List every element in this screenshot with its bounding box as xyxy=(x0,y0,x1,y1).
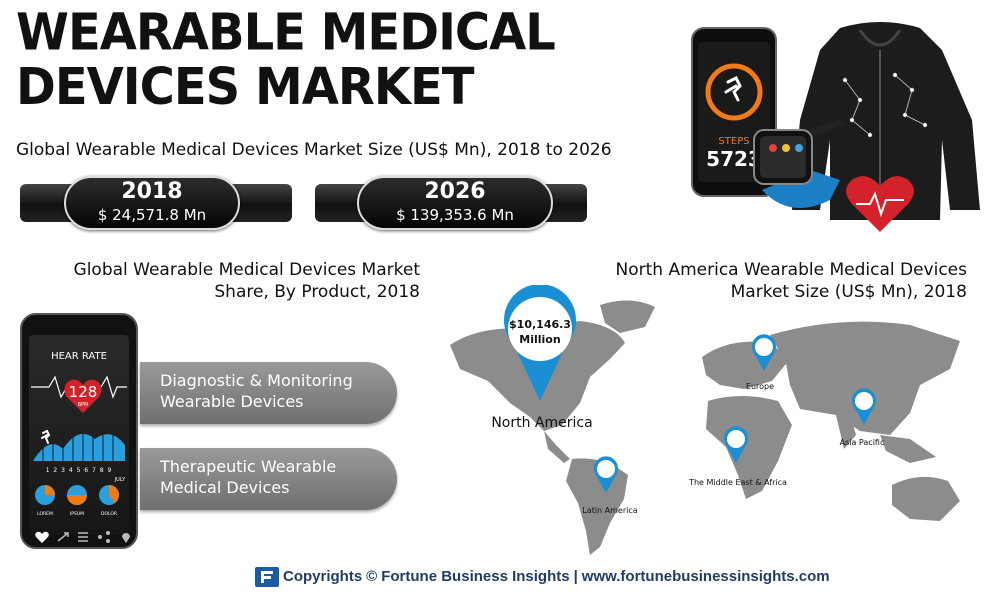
fortune-business-insights-logo-icon xyxy=(255,567,279,587)
copyright-symbol: © xyxy=(366,568,378,585)
title-line-2: DEVICES MARKET xyxy=(16,57,475,117)
heart-icon xyxy=(846,176,914,232)
phone-nav-icons xyxy=(35,531,130,543)
smartwatch-icon xyxy=(753,120,848,208)
south-america-landmass xyxy=(566,458,628,555)
central-america-landmass xyxy=(544,431,570,463)
steps-value: 5723 xyxy=(706,147,762,171)
wearables-illustration: STEPS 5723 xyxy=(691,22,980,232)
category-label-line-1: Diagnostic & Monitoring xyxy=(160,371,353,390)
world-map: $10,146.3 Million North America Europe A… xyxy=(450,285,960,555)
greenland-landmass xyxy=(600,300,655,333)
north-america-title-line-1: North America Wearable Medical Devices xyxy=(615,260,967,280)
callout-value: $10,146.3 xyxy=(509,318,571,331)
value-2018: $ 24,571.8 Mn xyxy=(97,206,207,224)
southeast-asia-landmass xyxy=(880,435,936,463)
australia-landmass xyxy=(892,476,960,521)
callout-unit: Million xyxy=(519,333,560,346)
india-landmass xyxy=(836,413,856,449)
product-share-title-line-2: Share, By Product, 2018 xyxy=(214,282,420,302)
europe-pin-icon xyxy=(752,334,776,371)
category-label-line-2: Medical Devices xyxy=(160,478,290,497)
pie-charts xyxy=(35,485,120,505)
middle-east-africa-label: The Middle East & Africa xyxy=(688,478,787,487)
product-share-title: Global Wearable Medical Devices Market S… xyxy=(20,259,420,303)
menu-nav-icon xyxy=(78,532,88,542)
copyright-label: Copyrights xyxy=(283,568,363,585)
pill-oval: 2018 $ 24,571.8 Mn xyxy=(64,176,240,230)
title-line-1: WEARABLE MEDICAL xyxy=(16,3,556,63)
heart-rate-label: HEAR RATE xyxy=(51,351,107,362)
pie-label: IPSUM xyxy=(70,511,84,517)
middle-east-africa-pin-icon xyxy=(724,426,748,463)
category-label: Therapeutic Wearable Medical Devices xyxy=(160,456,390,498)
bpm-value: 128 xyxy=(69,383,98,401)
africa-landmass xyxy=(706,396,792,499)
market-size-2026-pill: 2026 $ 139,353.6 Mn xyxy=(315,176,587,230)
asia-pacific-label: Asia Pacific xyxy=(840,438,885,447)
activity-chart-icon xyxy=(33,433,125,461)
product-share-title-line-1: Global Wearable Medical Devices Market xyxy=(73,260,420,280)
heart-nav-icon xyxy=(35,531,49,543)
website-link[interactable]: www.fortunebusinessinsights.com xyxy=(581,568,830,585)
latin-america-pin-icon xyxy=(594,456,618,493)
north-america-title-line-2: Market Size (US$ Mn), 2018 xyxy=(730,282,967,302)
copyright-footer: Copyrights © Fortune Business Insights |… xyxy=(255,566,830,588)
latin-america-label: Latin America xyxy=(582,506,637,515)
axis-ticks: 1 2 3 4 5 6 7 8 9 xyxy=(46,467,113,474)
north-america-title: North America Wearable Medical Devices M… xyxy=(560,259,967,303)
category-diagnostic-monitoring: Diagnostic & Monitoring Wearable Devices xyxy=(140,362,397,424)
pie-label: DOLOR xyxy=(101,511,117,517)
north-america-label: North America xyxy=(491,415,592,431)
page-title: WEARABLE MEDICAL DEVICES MARKET xyxy=(16,5,576,114)
runner-icon xyxy=(41,429,51,444)
north-america-pin: $10,146.3 Million xyxy=(504,285,576,401)
brand-name: Fortune Business Insights xyxy=(381,568,570,585)
smart-jacket-icon xyxy=(792,22,980,220)
share-nav-icon xyxy=(98,531,110,543)
asia-pacific-pin-icon xyxy=(852,388,876,425)
category-label-line-2: Wearable Devices xyxy=(160,392,304,411)
footer-separator: | xyxy=(573,568,578,585)
europe-label: Europe xyxy=(746,382,774,391)
year-2026: 2026 xyxy=(424,179,486,204)
pill-oval: 2026 $ 139,353.6 Mn xyxy=(357,176,553,230)
heart-rate-phone: HEAR RATE 128 BPM 1 2 3 4 5 6 7 8 9 JULY… xyxy=(20,313,138,549)
category-label-line-1: Therapeutic Wearable xyxy=(160,457,337,476)
arrows-nav-icon xyxy=(57,532,69,542)
category-therapeutic: Therapeutic Wearable Medical Devices xyxy=(140,448,397,510)
month-label: JULY xyxy=(114,477,126,483)
steps-label: STEPS xyxy=(718,136,749,147)
market-size-2018-pill: 2018 $ 24,571.8 Mn xyxy=(20,176,292,230)
heart-rate-heart-icon xyxy=(64,379,102,413)
year-2018: 2018 xyxy=(121,179,183,204)
location-nav-icon xyxy=(122,533,130,543)
market-size-subtitle: Global Wearable Medical Devices Market S… xyxy=(16,140,612,160)
value-2026: $ 139,353.6 Mn xyxy=(396,206,514,224)
pie-label: LOREM xyxy=(37,511,53,517)
category-label: Diagnostic & Monitoring Wearable Devices xyxy=(160,370,390,412)
asia-landmass xyxy=(770,321,960,435)
phone-screen: HEAR RATE 128 BPM 1 2 3 4 5 6 7 8 9 JULY… xyxy=(29,335,129,535)
bpm-unit: BPM xyxy=(78,402,89,408)
phone-screen-graphics: HEAR RATE 128 BPM 1 2 3 4 5 6 7 8 9 JULY… xyxy=(31,351,127,517)
